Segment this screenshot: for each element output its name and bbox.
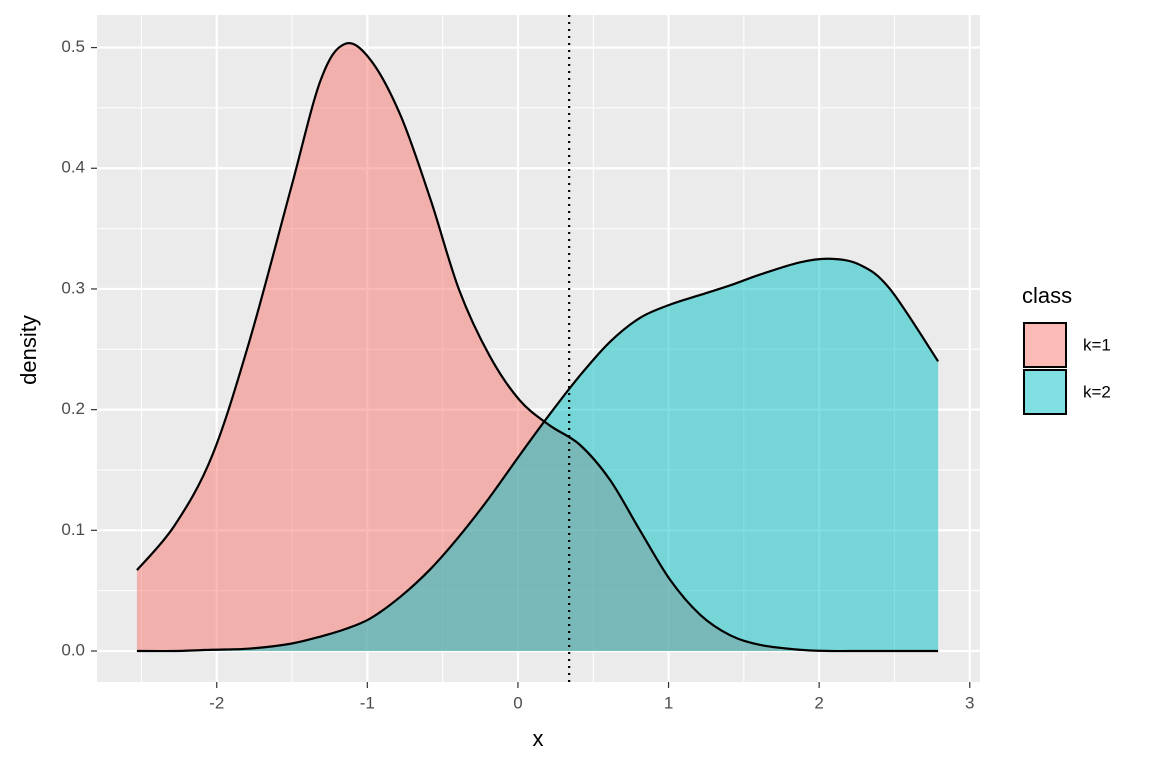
- x-tick-label: 1: [664, 693, 673, 712]
- density-area: [136, 258, 939, 652]
- x-tick-label: 0: [513, 693, 522, 712]
- y-tick-label: 0.5: [61, 37, 85, 56]
- x-tick-label: 2: [814, 693, 823, 712]
- legend-title: class: [1022, 283, 1072, 308]
- x-tick-label: -1: [360, 693, 375, 712]
- density-line: [136, 42, 939, 653]
- y-axis-title: density: [16, 315, 41, 385]
- legend-label: k=2: [1083, 382, 1111, 401]
- x-tick-label: 3: [965, 693, 974, 712]
- legend-key: [1023, 369, 1067, 415]
- x-axis-title: x: [533, 726, 544, 751]
- y-tick-label: 0.0: [61, 640, 85, 659]
- y-tick-label: 0.2: [61, 399, 85, 418]
- y-tick-label: 0.1: [61, 520, 85, 539]
- density-area: [136, 43, 939, 652]
- legend-label: k=1: [1083, 335, 1111, 354]
- y-tick-label: 0.4: [61, 158, 85, 177]
- y-tick-label: 0.3: [61, 278, 85, 297]
- density-line: [136, 257, 940, 653]
- x-tick-label: -2: [209, 693, 224, 712]
- legend-key: [1023, 322, 1067, 368]
